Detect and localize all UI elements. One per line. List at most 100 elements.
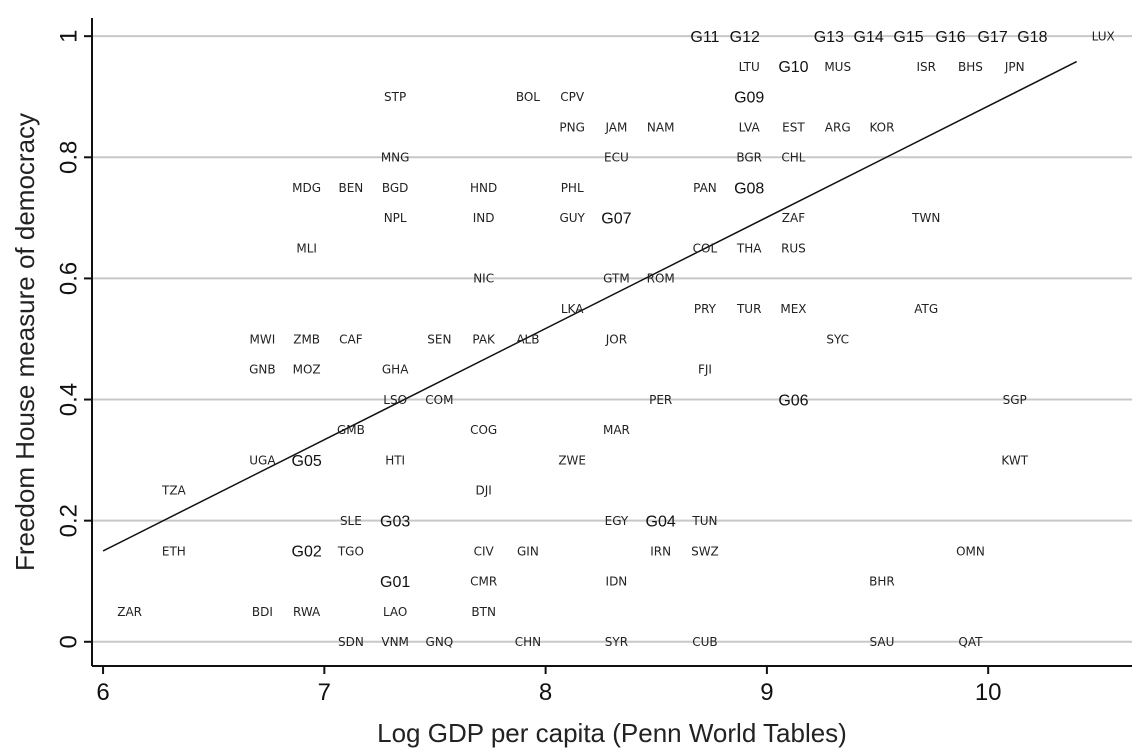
country-point-label: OMN: [956, 544, 985, 558]
country-point-label: ARG: [825, 120, 851, 134]
country-point-label: HND: [470, 181, 497, 195]
country-point-label: NIC: [473, 272, 494, 286]
country-point-label: QAT: [958, 635, 983, 649]
group-point-label: G10: [778, 59, 808, 76]
country-point-label: BTN: [471, 605, 496, 619]
country-point-label: NAM: [647, 120, 675, 134]
country-point-label: EST: [782, 120, 805, 134]
country-point-label: TUN: [691, 514, 717, 528]
x-tick-label: 8: [539, 679, 552, 706]
country-point-label: ROM: [647, 272, 675, 286]
group-point-label: G14: [854, 29, 884, 46]
country-point-label: ZAF: [782, 211, 805, 225]
country-point-label: LVA: [739, 120, 761, 134]
country-point-label: UGA: [249, 453, 276, 467]
group-point-label: G11: [690, 29, 719, 46]
country-point-label: SWZ: [691, 544, 719, 558]
group-point-label: G13: [814, 29, 844, 46]
country-point-label: GTM: [603, 272, 630, 286]
x-tick-label: 6: [96, 679, 109, 706]
country-point-label: COG: [470, 423, 497, 437]
country-point-label: TUR: [736, 302, 761, 316]
country-point-label: JOR: [605, 332, 627, 346]
country-point-label: LAO: [383, 605, 407, 619]
country-point-label: PRY: [694, 302, 717, 316]
country-point-label: NPL: [384, 211, 407, 225]
y-tick-label: 0.4: [55, 383, 82, 416]
country-point-label: ZWE: [558, 453, 586, 467]
group-point-label: G01: [380, 574, 410, 591]
country-point-label: CPV: [560, 90, 585, 104]
country-point-label: GIN: [517, 544, 539, 558]
country-point-label: JAM: [604, 120, 627, 134]
country-point-label: ALB: [516, 332, 539, 346]
gridlines: [92, 35, 1132, 643]
country-point-label: SYC: [826, 332, 849, 346]
country-point-label: BGD: [382, 181, 409, 195]
country-point-label: GNQ: [426, 635, 454, 649]
country-point-label: EGY: [605, 514, 629, 528]
country-point-label: STP: [384, 90, 406, 104]
country-point-label: IRN: [650, 544, 671, 558]
country-point-label: PHL: [561, 181, 584, 195]
y-tick-label: 1: [55, 29, 82, 42]
country-point-label: SDN: [338, 635, 364, 649]
group-point-label: G07: [601, 211, 631, 228]
country-point-label: BEN: [338, 181, 363, 195]
group-point-label: G18: [1017, 29, 1047, 46]
group-point-label: G02: [292, 544, 322, 561]
country-point-label: BDI: [252, 605, 273, 619]
country-point-label: CUB: [692, 635, 717, 649]
country-point-label: FJI: [698, 363, 712, 377]
country-point-label: SGP: [1003, 393, 1027, 407]
country-point-label: SEN: [427, 332, 451, 346]
y-axis-title: Freedom House measure of democracy: [10, 113, 40, 571]
country-point-label: GUY: [559, 211, 585, 225]
country-point-label: MNG: [381, 151, 410, 165]
country-point-label: SAU: [870, 635, 895, 649]
y-tick-label: 0.6: [55, 262, 82, 295]
x-tick-label: 7: [318, 679, 331, 706]
country-point-label: IND: [473, 211, 495, 225]
country-point-label: ISR: [916, 60, 936, 74]
group-point-label: G09: [734, 89, 764, 106]
country-point-label: LKA: [561, 302, 584, 316]
country-point-label: COL: [693, 241, 718, 255]
country-point-label: MEX: [780, 302, 806, 316]
country-point-label: ATG: [914, 302, 938, 316]
country-point-label: MOZ: [293, 363, 321, 377]
country-point-label: PER: [649, 393, 672, 407]
x-axis-title: Log GDP per capita (Penn World Tables): [377, 718, 847, 748]
country-point-label: JPN: [1004, 60, 1025, 74]
country-point-label: ZAR: [117, 605, 142, 619]
country-point-label: THA: [736, 241, 762, 255]
country-point-label: MAR: [603, 423, 630, 437]
group-point-label: G17: [977, 29, 1007, 46]
group-point-label: G08: [734, 180, 764, 197]
country-point-label: BHR: [869, 575, 895, 589]
country-point-label: BOL: [516, 90, 540, 104]
country-point-label: MLI: [296, 241, 317, 255]
country-point-label: TZA: [161, 484, 187, 498]
country-point-label: PNG: [559, 120, 585, 134]
country-point-label: LTU: [739, 60, 760, 74]
group-point-label: G03: [380, 513, 410, 530]
country-point-label: KOR: [869, 120, 894, 134]
country-point-label: ECU: [604, 151, 629, 165]
country-point-label: LUX: [1092, 29, 1115, 43]
country-point-label: PAK: [472, 332, 496, 346]
group-point-label: G04: [646, 513, 676, 530]
group-point-label: G15: [893, 29, 923, 46]
y-tick-label: 0.8: [55, 141, 82, 174]
country-point-label: VNM: [381, 635, 409, 649]
data-points: ZAR TZA ETH MWI GNB UGA BDI MDG MLI ZMB MOZ G05 G02 R…: [117, 29, 1115, 649]
country-point-label: CMR: [470, 575, 497, 589]
axis-ticks: 0 0.2 0.4 0.6 0.8 1 6 7 8 9 10: [55, 29, 1001, 706]
country-point-label: MWI: [250, 332, 276, 346]
country-point-label: RWA: [293, 605, 321, 619]
country-point-label: CAF: [339, 332, 363, 346]
country-point-label: SYR: [605, 635, 628, 649]
country-point-label: MDG: [292, 181, 321, 195]
country-point-label: CHL: [781, 151, 805, 165]
